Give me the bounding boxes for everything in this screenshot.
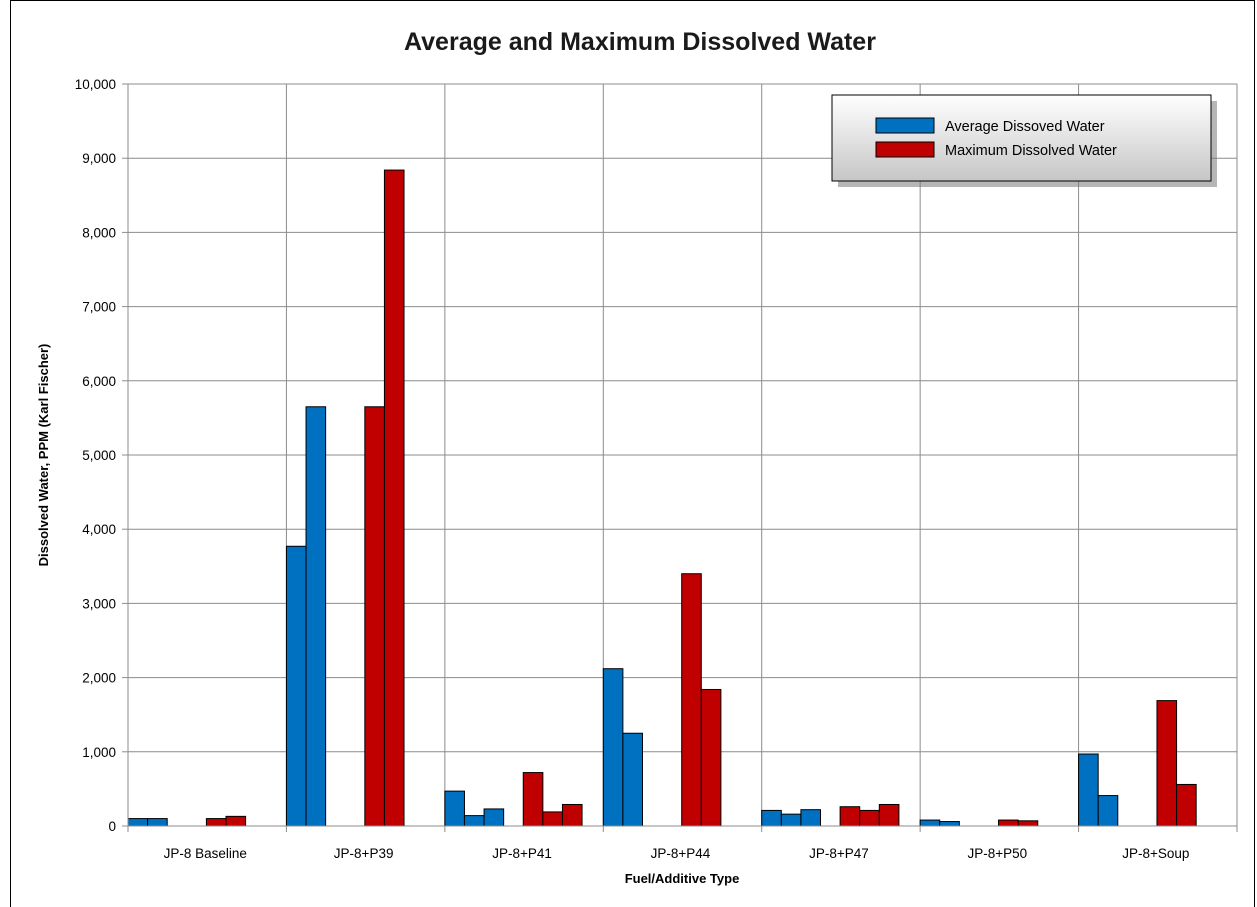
axes [122,83,1238,832]
bar-average [127,818,149,827]
y-tick-label: 1,000 [82,745,116,760]
bar-maximum [205,818,227,827]
bar-maximum [878,803,900,827]
bar-average [622,732,643,827]
bar-maximum [859,809,880,827]
y-axis-title: Dissolved Water, PPM (Karl Fischer) [36,344,51,567]
bar-maximum [1017,820,1039,827]
bar-average [1097,795,1119,827]
chart-title: Average and Maximum Dissolved Water [404,28,876,56]
bar-maximum [700,688,722,827]
bar-maximum [225,815,247,827]
chart-frame [10,0,1255,907]
bar-average [285,545,307,827]
bar-maximum [561,803,583,827]
x-tick-labels: JP-8 Baseline JP-8+P39 JP-8+P41 JP-8+P44 JP-… [164,846,1190,861]
x-tick-label: JP-8+P41 [492,846,552,861]
bar-average [1078,753,1099,827]
bar-maximum [522,772,544,827]
bar-maximum [839,806,861,827]
y-tick-label: 3,000 [82,596,116,611]
legend-label-maximum: Maximum Dissolved Water [945,143,1117,159]
bar-average [444,790,465,827]
y-tick-label: 0 [108,819,116,834]
y-tick-label: 6,000 [82,374,116,389]
x-axis-title: Fuel/Additive Type [625,871,740,886]
y-tick-label: 8,000 [82,225,116,240]
bar-average [919,819,941,827]
legend-box [831,94,1212,182]
y-tick-label: 7,000 [82,300,116,315]
bar-average [463,815,485,827]
y-tick-labels: 0 1,000 2,000 3,000 4,000 5,000 6,000 7,000 8,00… [75,77,116,834]
y-tick-label: 10,000 [75,77,116,92]
legend-label-average: Average Dissoved Water [945,119,1105,135]
legend-swatch-maximum [875,141,935,158]
bar-maximum [681,573,702,827]
bar-average [800,809,822,827]
legend-swatch-average [875,117,935,134]
x-tick-label: JP-8+Soup [1122,846,1189,861]
bar-maximum [998,819,1019,827]
y-tick-label: 4,000 [82,522,116,537]
bar-maximum [1176,783,1197,827]
bar-average [761,809,782,827]
y-tick-label: 5,000 [82,448,116,463]
bar-maximum [364,406,385,827]
legend: Average Dissoved Water Maximum Dissolved … [831,94,1217,187]
bars [127,169,1197,827]
bar-average [602,668,624,827]
x-tick-label: JP-8+P44 [651,846,711,861]
x-tick-label: JP-8+P50 [968,846,1028,861]
bar-average [939,821,960,827]
y-tick-label: 9,000 [82,151,116,166]
bar-maximum [383,169,405,827]
y-tick-label: 2,000 [82,671,116,686]
x-tick-label: JP-8 Baseline [164,846,247,861]
bar-maximum [542,811,563,827]
bar-average [780,813,802,827]
bar-average [147,818,168,827]
x-tick-label: JP-8+P39 [334,846,394,861]
bar-average [305,406,327,827]
bar-average [483,808,505,827]
x-tick-label: JP-8+P47 [809,846,869,861]
bar-maximum [1156,700,1178,827]
